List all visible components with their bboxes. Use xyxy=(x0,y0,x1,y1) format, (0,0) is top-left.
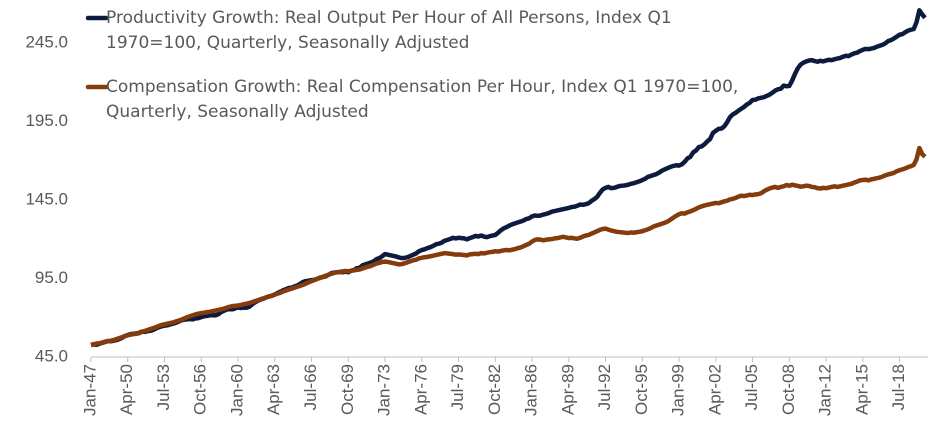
x-tick-label: Oct-69 xyxy=(338,364,357,415)
legend-label: Productivity Growth: Real Output Per Hou… xyxy=(106,8,672,53)
x-tick-label: Jan-73 xyxy=(375,364,394,416)
y-tick-label: 95.0 xyxy=(35,268,68,287)
x-tick-label: Oct-08 xyxy=(779,364,798,415)
x-tick-label: Jul-18 xyxy=(889,364,908,410)
x-tick-label: Jul-79 xyxy=(448,364,467,410)
x-tick-label: Apr-89 xyxy=(558,364,577,415)
y-tick-label: 195.0 xyxy=(25,111,68,130)
x-tick-label: Jan-86 xyxy=(522,364,541,416)
legend-item: Compensation Growth: Real Compensation P… xyxy=(106,77,739,122)
x-tick-label: Jul-92 xyxy=(595,364,614,410)
x-tick-label: Jan-60 xyxy=(227,364,246,416)
x-tick-label: Apr-63 xyxy=(264,364,283,415)
y-tick-label: 45.0 xyxy=(35,346,68,365)
x-tick-label: Apr-15 xyxy=(852,364,871,415)
x-tick-label: Oct-95 xyxy=(632,364,651,415)
x-tick-label: Apr-02 xyxy=(705,364,724,415)
y-tick-label: 145.0 xyxy=(25,190,68,209)
x-tick-label: Jan-47 xyxy=(80,364,99,416)
x-tick-label: Apr-76 xyxy=(411,364,430,415)
x-tick-label: Jul-05 xyxy=(742,364,761,410)
x-tick-label: Jul-53 xyxy=(154,364,173,410)
y-tick-label: 245.0 xyxy=(25,33,68,52)
legend-item: Productivity Growth: Real Output Per Hou… xyxy=(106,8,672,53)
x-tick-label: Oct-82 xyxy=(485,364,504,415)
x-tick-label: Jan-99 xyxy=(669,364,688,416)
x-tick-label: Jul-66 xyxy=(301,364,320,410)
series-line xyxy=(90,145,927,347)
legend-label: Compensation Growth: Real Compensation P… xyxy=(106,77,739,122)
x-tick-label: Apr-50 xyxy=(117,364,136,415)
x-tick-label: Jan-12 xyxy=(816,364,835,416)
x-tick-label: Oct-56 xyxy=(191,364,210,415)
